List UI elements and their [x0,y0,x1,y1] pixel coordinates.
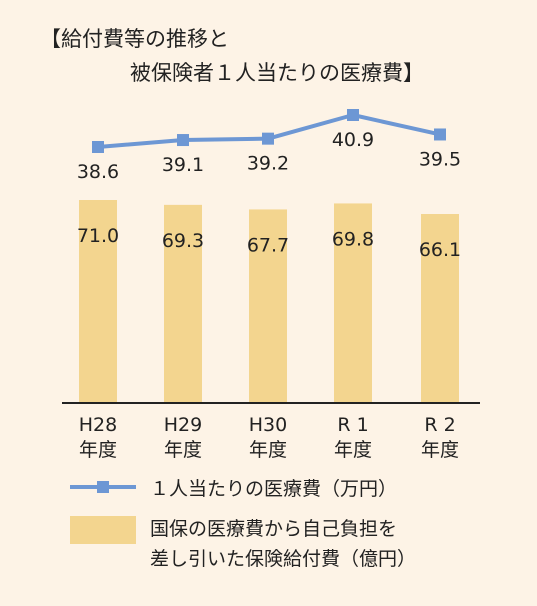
bar-label-0: 71.0 [77,225,119,247]
line-point-1 [177,134,189,147]
x-tick-label-3: R 1 [337,414,368,436]
line-label-4: 39.5 [419,148,461,170]
line-point-2 [262,132,274,145]
x-tick-sublabel-4: 年度 [421,439,459,461]
chart-title-line1: 【給付費等の推移と [40,27,229,51]
bar-3 [334,203,372,403]
x-tick-sublabel-3: 年度 [334,439,372,461]
bar-label-3: 69.8 [332,228,374,250]
legend-bar-label-line2: 差し引いた保険給付費（億円） [150,548,417,570]
x-tick-sublabel-0: 年度 [79,439,117,461]
bar-label-4: 66.1 [419,239,461,261]
line-label-1: 39.1 [162,154,204,176]
legend: １人当たりの医療費（万円） 国保の医療費から自己負担を 差し引いた保険給付費（億… [70,474,416,584]
line-point-3 [347,109,359,121]
x-tick-label-2: H30 [249,414,287,436]
bar-label-1: 69.3 [162,230,204,252]
chart-title-line2: 被保険者１人当たりの医療費】 [130,61,424,85]
x-tick-label-1: H29 [164,414,202,436]
legend-line-label: １人当たりの医療費（万円） [150,478,398,500]
bar-0 [79,200,117,403]
legend-item-bar: 国保の医療費から自己負担を 差し引いた保険給付費（億円） [70,514,416,574]
line-point-4 [434,128,446,141]
legend-line-swatch [70,474,136,500]
bar-label-2: 67.7 [247,234,289,256]
legend-bar-swatch [70,516,136,544]
bar-4 [421,214,459,403]
line-point-0 [92,141,104,153]
line-label-0: 38.6 [77,161,119,183]
x-tick-sublabel-1: 年度 [164,439,202,461]
legend-bar-label-line1: 国保の医療費から自己負担を [150,518,398,540]
bar-2 [249,209,287,403]
legend-item-line: １人当たりの医療費（万円） [70,474,416,504]
line-label-3: 40.9 [332,129,374,151]
chart-title: 【給付費等の推移と 被保険者１人当たりの医療費】 [40,22,424,90]
x-tick-sublabel-2: 年度 [249,439,287,461]
legend-bar-label: 国保の医療費から自己負担を 差し引いた保険給付費（億円） [150,514,416,574]
x-tick-label-4: R 2 [424,414,455,436]
bar-1 [164,204,202,403]
x-tick-label-0: H28 [79,414,117,436]
line-label-2: 39.2 [247,153,289,175]
